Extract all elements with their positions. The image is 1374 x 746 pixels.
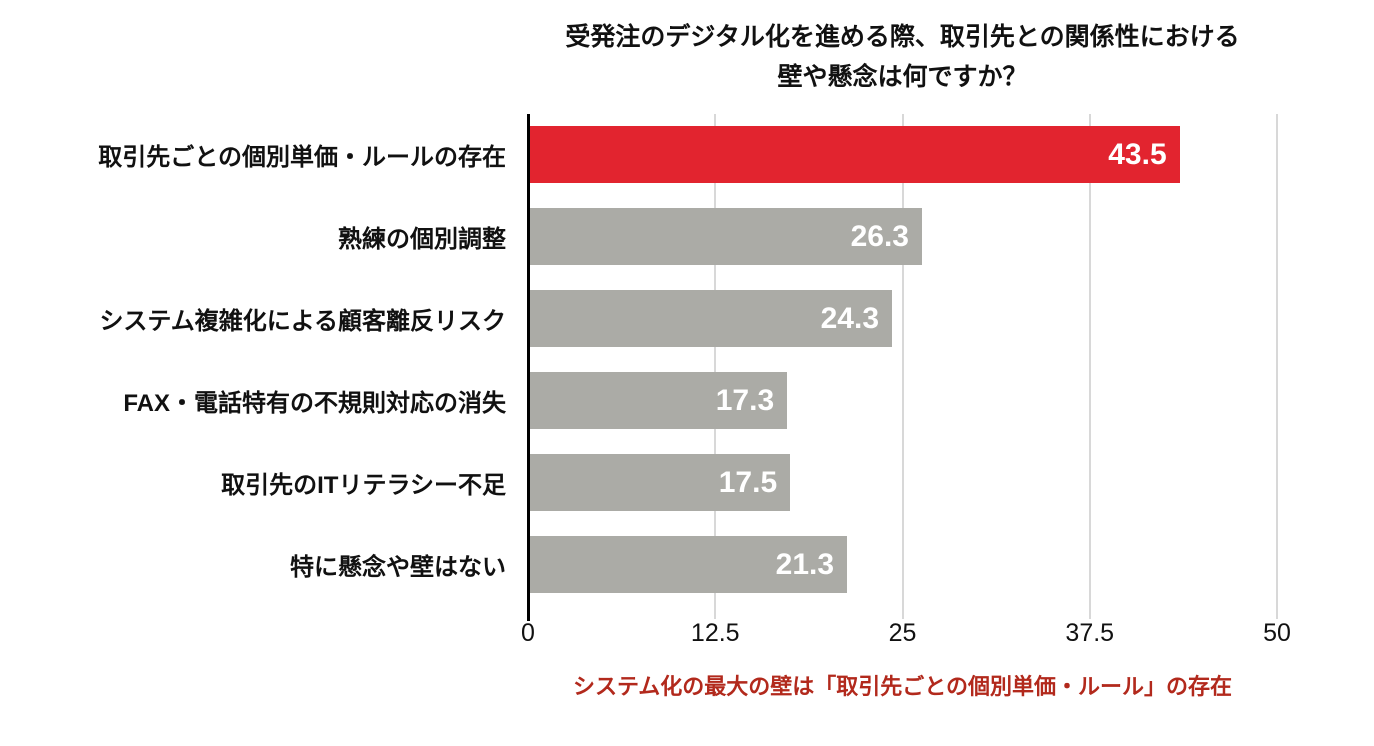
x-tick-label: 50: [1263, 619, 1291, 647]
gridline: [1088, 114, 1091, 619]
bar-row: 24.3: [528, 290, 1277, 347]
bar-value-label: 17.5: [718, 465, 778, 499]
category-label: 熟練の個別調整: [338, 226, 506, 253]
plot-area: 43.5 26.3 24.3 17.3 17.5 21.3: [527, 114, 1278, 621]
x-tick-label: 37.5: [1065, 619, 1115, 647]
chart-bar: 24.3: [528, 290, 892, 347]
x-tick-label: 12.5: [690, 619, 740, 647]
chart-bar: 21.3: [528, 536, 848, 593]
y-axis-line: [527, 114, 530, 621]
bar-value-label: 21.3: [775, 547, 835, 581]
chart-caption: システム化の最大の壁は「取引先ごとの個別単価・ルール」の存在: [572, 674, 1233, 699]
chart-title: 受発注のデジタル化を進める際、取引先との関係性における 壁や懸念は何ですか？: [528, 18, 1277, 97]
bar-value-label: 43.5: [1108, 137, 1167, 171]
gridline: [714, 114, 717, 619]
chart-body: 取引先ごとの個別単価・ルールの存在熟練の個別調整システム複雑化による顧客離反リス…: [0, 114, 1374, 621]
category-label: システム複雑化による顧客離反リスク: [99, 308, 506, 335]
chart-bar: 43.5: [528, 126, 1180, 183]
bar-row: 21.3: [528, 536, 1277, 593]
chart-bar: 17.5: [528, 454, 791, 511]
bars-container: 43.5 26.3 24.3 17.3 17.5 21.3: [528, 114, 1277, 593]
category-label: 特に懸念や壁はない: [290, 554, 506, 581]
category-label: 取引先のITリテラシー不足: [221, 472, 506, 499]
category-labels-column: 取引先ごとの個別単価・ルールの存在熟練の個別調整システム複雑化による顧客離反リス…: [0, 114, 528, 611]
bar-row: 43.5: [528, 126, 1277, 183]
bar-value-label: 26.3: [850, 219, 909, 253]
bar-value-label: 24.3: [820, 301, 879, 335]
x-tick-label: 25: [888, 619, 917, 647]
chart-title-line1: 受発注のデジタル化を進める際、取引先との関係性における: [565, 23, 1240, 51]
bar-value-label: 17.3: [715, 383, 775, 417]
chart-caption-row: システム化の最大の壁は「取引先ごとの個別単価・ルール」の存在: [528, 669, 1277, 701]
gridline: [1276, 114, 1278, 619]
bar-row: 26.3: [528, 208, 1277, 265]
chart-bar: 17.3: [528, 372, 788, 429]
chart-title-line2: 壁や懸念は何ですか？: [777, 62, 1028, 91]
bar-row: 17.3: [528, 372, 1277, 429]
bar-row: 17.5: [528, 454, 1277, 511]
category-label: FAX・電話特有の不規則対応の消失: [123, 390, 506, 417]
x-axis-tick-labels: 0 12.5 25 37.5 50: [521, 611, 1291, 653]
category-label: 取引先ごとの個別単価・ルールの存在: [98, 144, 506, 171]
gridline: [901, 114, 904, 619]
survey-bar-chart: 受発注のデジタル化を進める際、取引先との関係性における 壁や懸念は何ですか？ 取…: [0, 18, 1374, 746]
chart-bar: 26.3: [528, 208, 922, 265]
x-tick-label: 0: [521, 619, 535, 647]
